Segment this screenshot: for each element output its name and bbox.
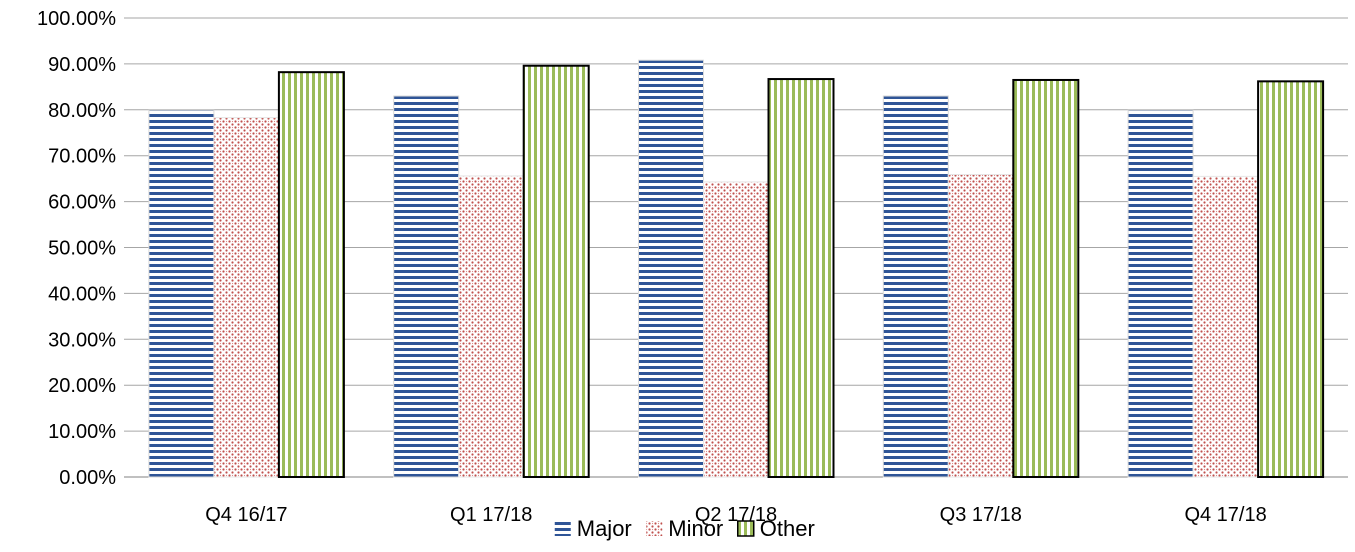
- legend-swatch-minor: [646, 521, 663, 536]
- bar-major-q3-17-18: [882, 95, 949, 478]
- y-tick-label: 40.00%: [48, 283, 116, 305]
- legend-label-other: Other: [760, 516, 815, 541]
- bar-other-q1-17-18: [522, 64, 590, 479]
- x-tick-label: Q4 16/17: [205, 504, 287, 526]
- bar-other-q4-16-17: [277, 71, 345, 479]
- legend: Major Minor Other: [554, 516, 815, 541]
- x-tick-label: Q1 17/18: [450, 504, 532, 526]
- bar-major-q4-16-17: [148, 109, 215, 478]
- bar-minor-q4-16-17: [213, 117, 280, 478]
- bar-major-q1-17-18: [393, 95, 460, 478]
- x-tick-label: Q3 17/18: [940, 504, 1022, 526]
- bar-minor-q2-17-18: [703, 181, 769, 478]
- y-tick-label: 60.00%: [48, 192, 116, 214]
- y-tick-label: 80.00%: [48, 100, 116, 122]
- x-axis-ticks: Q4 16/17 Q1 17/18 Q2 17/18 Q3 17/18 Q4 17/18: [205, 504, 1266, 526]
- bar-other-q3-17-18: [1012, 78, 1080, 478]
- bar-major-q4-17-18: [1127, 109, 1194, 478]
- y-tick-label: 70.00%: [48, 146, 116, 168]
- y-tick-label: 100.00%: [37, 8, 116, 30]
- y-tick-label: 10.00%: [48, 421, 116, 443]
- legend-item-minor: Minor: [646, 516, 723, 541]
- x-tick-label: Q2 17/18: [695, 504, 777, 526]
- y-tick-label: 0.00%: [59, 467, 116, 489]
- y-tick-label: 90.00%: [48, 54, 116, 76]
- bar-minor-q1-17-18: [458, 175, 525, 478]
- bar-minor-q4-17-18: [1192, 175, 1259, 478]
- y-tick-label: 50.00%: [48, 238, 116, 260]
- legend-label-minor: Minor: [668, 516, 723, 541]
- bar-minor-q3-17-18: [947, 174, 1014, 478]
- bar-major-q2-17-18: [638, 59, 704, 478]
- legend-swatch-other: [737, 520, 755, 537]
- y-tick-label: 20.00%: [48, 375, 116, 397]
- y-axis-ticks: 0.00% 10.00% 20.00% 30.00% 40.00% 50.00% 60.00…: [37, 8, 116, 489]
- bars: [148, 59, 1325, 479]
- legend-item-other: Other: [737, 516, 815, 541]
- legend-label-major: Major: [577, 516, 632, 541]
- bar-other-q4-17-18: [1257, 80, 1325, 478]
- y-tick-label: 30.00%: [48, 329, 116, 351]
- legend-swatch-major: [554, 521, 571, 536]
- legend-item-major: Major: [554, 516, 632, 541]
- bar-other-q2-17-18: [767, 78, 835, 478]
- x-tick-label: Q4 17/18: [1184, 504, 1266, 526]
